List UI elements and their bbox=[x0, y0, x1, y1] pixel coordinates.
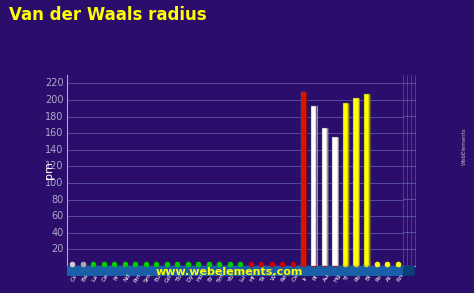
Text: Rn: Rn bbox=[396, 273, 404, 283]
Text: Lu: Lu bbox=[238, 273, 246, 282]
Text: Ba: Ba bbox=[81, 273, 89, 283]
Polygon shape bbox=[348, 103, 349, 266]
Text: 60: 60 bbox=[52, 211, 64, 221]
Polygon shape bbox=[311, 106, 317, 266]
Text: Ce: Ce bbox=[101, 273, 110, 283]
Text: 140: 140 bbox=[46, 145, 64, 155]
Text: Gd: Gd bbox=[164, 273, 173, 283]
Text: Cs: Cs bbox=[70, 273, 78, 282]
Text: At: At bbox=[386, 274, 393, 282]
Text: Nd: Nd bbox=[122, 273, 131, 283]
Text: 160: 160 bbox=[46, 128, 64, 138]
Text: Pt: Pt bbox=[312, 274, 320, 282]
Polygon shape bbox=[358, 98, 360, 266]
Text: Pr: Pr bbox=[113, 274, 120, 282]
Text: Tb: Tb bbox=[175, 273, 183, 283]
Polygon shape bbox=[332, 137, 337, 266]
Text: 80: 80 bbox=[52, 195, 64, 205]
Polygon shape bbox=[306, 92, 307, 266]
Text: Bi: Bi bbox=[365, 274, 372, 282]
Text: 220: 220 bbox=[45, 79, 64, 88]
Text: Ir: Ir bbox=[302, 275, 309, 281]
Text: Tm: Tm bbox=[217, 272, 226, 284]
Text: Hf: Hf bbox=[249, 274, 257, 282]
Polygon shape bbox=[317, 106, 318, 266]
Text: 40: 40 bbox=[52, 228, 64, 238]
Polygon shape bbox=[364, 94, 369, 266]
Text: Tl: Tl bbox=[344, 274, 351, 282]
Text: Dy: Dy bbox=[186, 273, 194, 283]
Polygon shape bbox=[322, 128, 327, 266]
Text: Re: Re bbox=[280, 273, 289, 283]
Text: pm: pm bbox=[44, 162, 54, 180]
Text: Eu: Eu bbox=[154, 273, 163, 283]
Text: 100: 100 bbox=[46, 178, 64, 188]
Text: Yb: Yb bbox=[228, 273, 236, 283]
Text: La: La bbox=[91, 273, 100, 282]
Polygon shape bbox=[343, 103, 348, 266]
Text: 20: 20 bbox=[51, 244, 64, 254]
Text: 180: 180 bbox=[46, 112, 64, 122]
Polygon shape bbox=[369, 94, 370, 266]
Text: W: W bbox=[270, 274, 278, 282]
Text: WebElements: WebElements bbox=[462, 128, 467, 165]
Polygon shape bbox=[67, 266, 403, 276]
Text: 200: 200 bbox=[45, 95, 64, 105]
Polygon shape bbox=[301, 92, 306, 266]
Text: 120: 120 bbox=[45, 161, 64, 171]
Polygon shape bbox=[337, 137, 339, 266]
Text: Po: Po bbox=[375, 274, 383, 282]
Text: Pm: Pm bbox=[133, 272, 142, 283]
Polygon shape bbox=[353, 98, 358, 266]
Text: Au: Au bbox=[322, 273, 331, 283]
Text: Van der Waals radius: Van der Waals radius bbox=[9, 6, 207, 24]
Text: Ta: Ta bbox=[260, 274, 267, 282]
Polygon shape bbox=[327, 128, 328, 266]
Text: Os: Os bbox=[291, 273, 299, 283]
Polygon shape bbox=[403, 266, 415, 276]
Text: Sm: Sm bbox=[143, 272, 153, 284]
Text: www.webelements.com: www.webelements.com bbox=[156, 267, 303, 277]
Text: Hg: Hg bbox=[333, 273, 341, 283]
Text: Ho: Ho bbox=[196, 273, 205, 283]
Text: Pb: Pb bbox=[354, 273, 362, 282]
Text: Er: Er bbox=[207, 274, 215, 282]
